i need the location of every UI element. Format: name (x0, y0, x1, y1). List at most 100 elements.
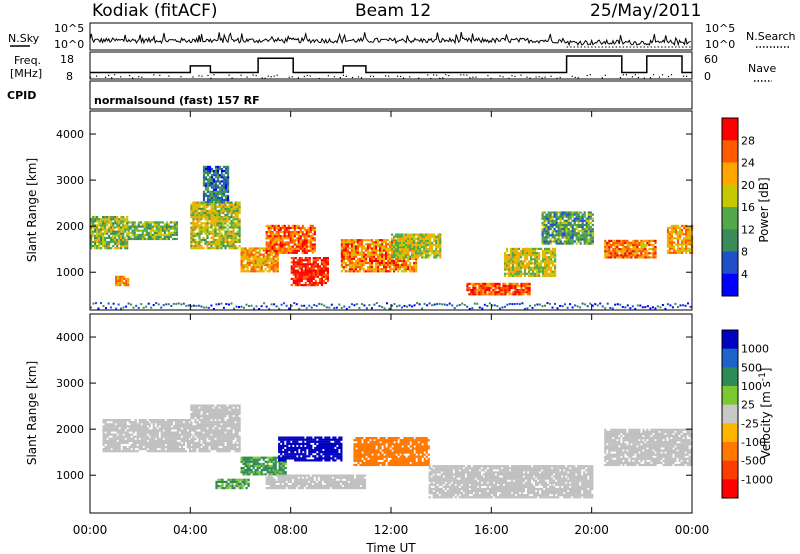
power-cell (609, 307, 612, 309)
power-cell (326, 279, 329, 282)
power-cell (565, 215, 568, 218)
power-cell (106, 236, 109, 239)
power-cell (131, 237, 134, 241)
power-cell (689, 233, 692, 236)
power-cell (472, 289, 475, 292)
power-cell (354, 263, 358, 267)
velocity-cell (102, 448, 105, 451)
power-cell (512, 287, 515, 290)
power-cell (100, 302, 102, 305)
power-cell (689, 235, 692, 238)
velocity-cell (122, 439, 125, 442)
power-cell (470, 282, 473, 285)
power-cell (226, 236, 229, 239)
velocity-cell (170, 448, 173, 451)
power-cell (266, 270, 269, 273)
power-cell (295, 243, 298, 246)
nave-dot (427, 74, 429, 76)
power-cell (224, 170, 228, 173)
power-cell (520, 289, 523, 292)
velocity-cell (120, 450, 123, 453)
power-cell (478, 287, 481, 290)
power-cell (182, 302, 185, 305)
power-cell (563, 240, 566, 243)
power-cell (216, 176, 220, 179)
power-cell (300, 267, 303, 270)
velocity-cell (126, 425, 129, 428)
power-cell (196, 243, 199, 246)
power-cell (348, 306, 351, 309)
velocity-cell (196, 431, 199, 434)
velocity-cell (134, 419, 137, 422)
power-cell (553, 236, 556, 239)
power-cell (379, 255, 382, 258)
power-cell (551, 230, 554, 233)
power-cell (636, 241, 639, 244)
power-cell (312, 269, 315, 272)
power-cell (437, 243, 440, 247)
power-cell (266, 261, 269, 265)
power-cell (417, 235, 420, 238)
power-cell (275, 235, 278, 238)
velocity-cell (194, 408, 197, 411)
power-cell (397, 256, 400, 259)
power-cell (468, 287, 471, 290)
power-cell (220, 302, 223, 305)
power-cell (175, 237, 178, 241)
power-cell (551, 236, 554, 239)
power-cell (389, 247, 392, 250)
power-cell (98, 245, 101, 248)
power-cell (648, 252, 651, 255)
power-cell (218, 205, 221, 208)
power-cell (120, 216, 123, 219)
power-cell (218, 211, 221, 215)
power-cell (102, 226, 105, 229)
power-cell (507, 260, 511, 263)
power-cell (151, 233, 154, 236)
power-cell (222, 180, 226, 183)
power-cell (567, 213, 570, 216)
power-cell (224, 207, 227, 210)
power-cell (340, 261, 343, 265)
power-cell (212, 184, 216, 187)
velocity-cell (140, 448, 143, 451)
power-cell (413, 233, 416, 236)
power-cell (238, 203, 241, 206)
velocity-cell (162, 443, 165, 447)
power-cell (224, 238, 227, 241)
power-cell (194, 211, 197, 215)
velocity-cell (204, 439, 207, 442)
power-cell (517, 252, 521, 255)
power-cell (547, 232, 550, 235)
velocity-cell (182, 429, 185, 432)
power-cell (220, 192, 224, 195)
velocity-cell (130, 425, 133, 428)
power-cell (577, 236, 580, 239)
power-cell (523, 260, 527, 263)
power-cell (480, 289, 483, 292)
power-cell (236, 232, 239, 235)
power-cell (652, 250, 655, 253)
power-cell (628, 241, 631, 244)
velocity-cell (182, 439, 185, 442)
power-cell (419, 248, 422, 251)
power-cell (240, 270, 243, 273)
power-cell (612, 241, 615, 244)
velocity-cell (182, 425, 185, 428)
power-cell (167, 233, 170, 236)
power-cell (564, 303, 567, 306)
velocity-cell (138, 421, 141, 424)
velocity-cell (108, 450, 111, 453)
velocity-cell (150, 448, 153, 451)
power-cell (269, 251, 272, 254)
power-cell (366, 261, 370, 265)
power-cell (672, 237, 676, 240)
power-cell (309, 237, 312, 240)
power-cell (324, 273, 327, 276)
power-cell (624, 254, 627, 257)
power-cell (110, 240, 113, 244)
velocity-cell (134, 429, 137, 432)
power-cell (227, 182, 230, 185)
velocity-cell (170, 431, 173, 434)
power-cell (509, 266, 513, 269)
